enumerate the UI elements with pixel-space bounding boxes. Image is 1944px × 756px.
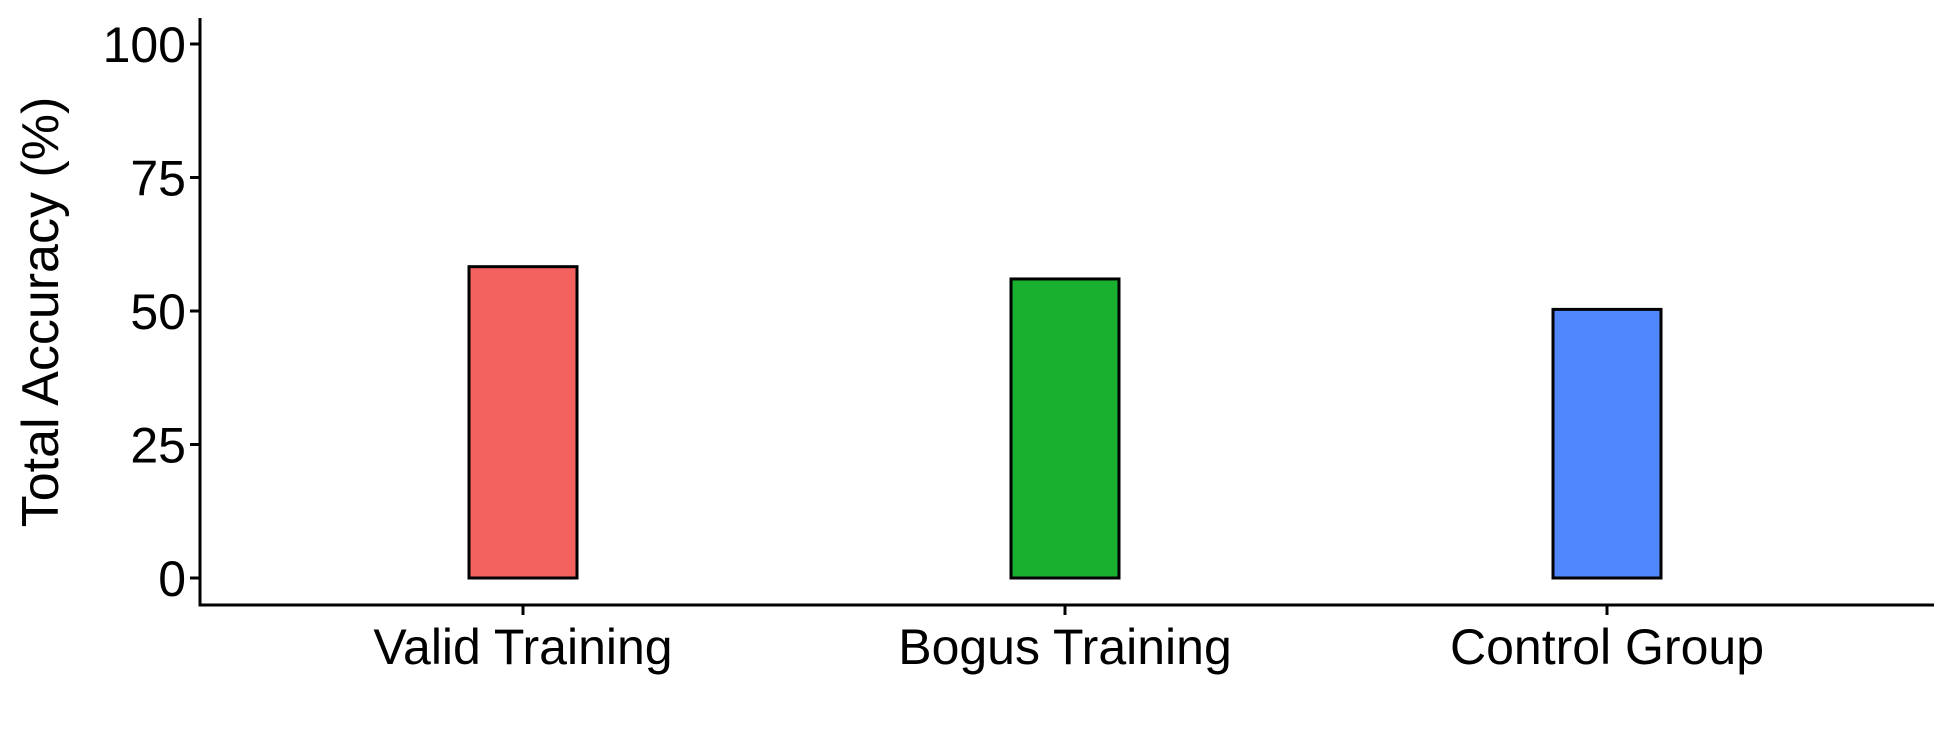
y-tick-label: 75 bbox=[130, 151, 186, 207]
bar bbox=[467, 265, 579, 580]
y-axis-title: Total Accuracy (%) bbox=[12, 97, 70, 528]
y-axis-ticks: 0 25 50 75 100 bbox=[103, 17, 200, 607]
y-tick-label: 100 bbox=[103, 17, 186, 73]
x-tick-label: Valid Training bbox=[373, 619, 672, 675]
y-tick-label: 25 bbox=[130, 418, 186, 474]
x-axis-ticks: Valid Training Bogus Training Control Grou… bbox=[373, 606, 1764, 675]
bar bbox=[1009, 277, 1121, 580]
plot-area: 0 25 50 75 100 Valid Training Bogus Training C… bbox=[103, 17, 1934, 675]
y-tick-label: 0 bbox=[158, 551, 186, 607]
bars bbox=[467, 265, 1663, 580]
x-tick-label: Control Group bbox=[1450, 619, 1764, 675]
y-tick-label: 50 bbox=[130, 284, 186, 340]
x-tick-label: Bogus Training bbox=[898, 619, 1232, 675]
bar bbox=[1551, 307, 1663, 580]
